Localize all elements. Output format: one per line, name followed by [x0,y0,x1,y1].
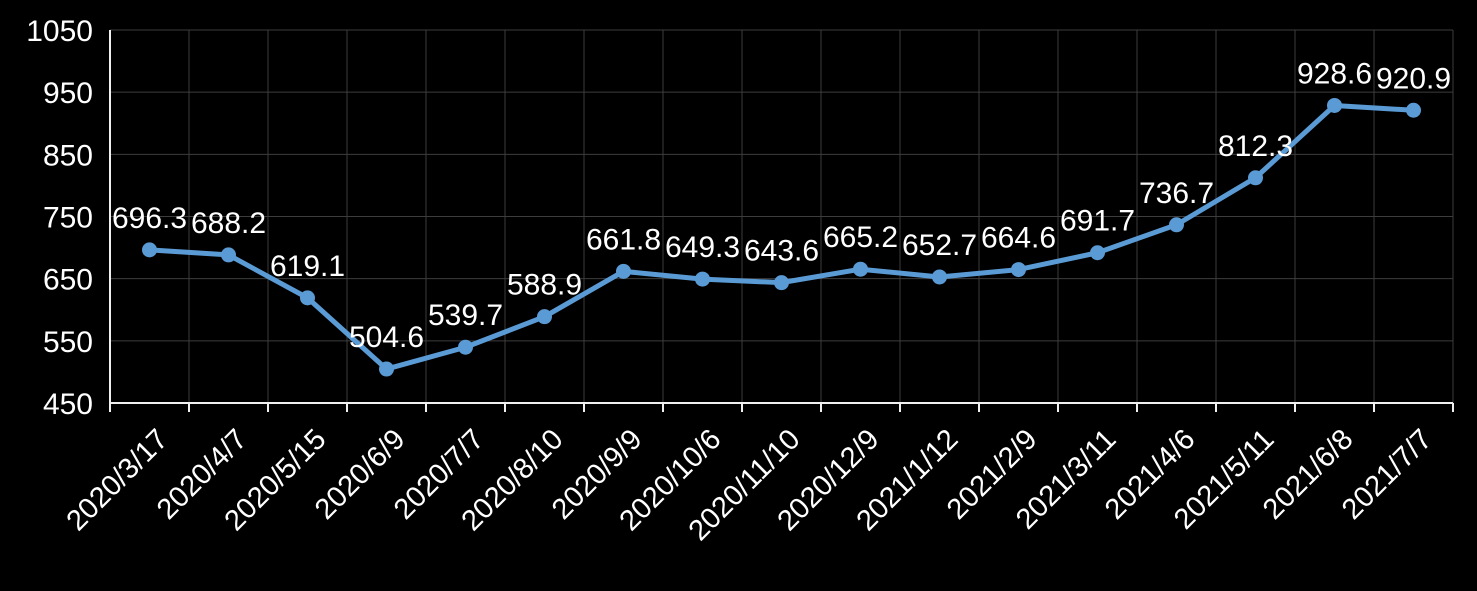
vertical-gridlines [188,30,1454,403]
data-point-marker [142,242,157,258]
y-axis-tick-label: 950 [43,77,93,110]
data-point-marker [774,275,789,291]
data-label: 812.3 [1218,130,1293,163]
data-label: 920.9 [1376,62,1451,95]
data-point-markers [142,97,1421,377]
data-point-marker [1169,217,1184,233]
data-point-marker [1248,170,1263,186]
data-label: 643.6 [744,235,819,268]
y-axis-tick-label: 1050 [26,15,93,48]
y-axis-tick-label: 650 [43,264,93,297]
data-point-marker [221,247,236,263]
data-point-marker [695,271,710,287]
data-label: 665.2 [823,221,898,254]
data-point-marker [1090,245,1105,261]
data-label: 664.6 [981,222,1056,255]
data-point-marker [1327,97,1342,113]
data-label: 619.1 [270,250,345,283]
data-point-marker [932,269,947,285]
data-label: 736.7 [1139,177,1214,210]
data-point-marker [1406,102,1421,118]
data-label: 661.8 [586,223,661,256]
data-label: 928.6 [1297,57,1372,90]
data-label: 504.6 [349,321,424,354]
data-label: 539.7 [428,299,503,332]
data-label: 649.3 [665,231,740,264]
y-axis-tick-labels: 450 550 650 750 850 950 1050 [26,15,93,421]
data-point-marker [1011,262,1026,278]
y-axis-tick-label: 850 [43,139,93,172]
x-axis-ticks [109,403,1454,412]
data-label: 652.7 [902,229,977,262]
data-point-marker [300,290,315,306]
data-label: 688.2 [191,207,266,240]
y-axis-tick-label: 550 [43,326,93,359]
data-point-marker [853,261,868,277]
data-point-marker [616,263,631,279]
data-label: 588.9 [507,269,582,302]
data-point-marker [537,309,552,325]
data-point-marker [458,339,473,355]
y-axis-tick-label: 750 [43,202,93,235]
y-axis-tick-label: 450 [43,388,93,421]
data-point-marker [379,361,394,377]
data-label: 696.3 [112,202,187,235]
data-label: 691.7 [1060,205,1135,238]
